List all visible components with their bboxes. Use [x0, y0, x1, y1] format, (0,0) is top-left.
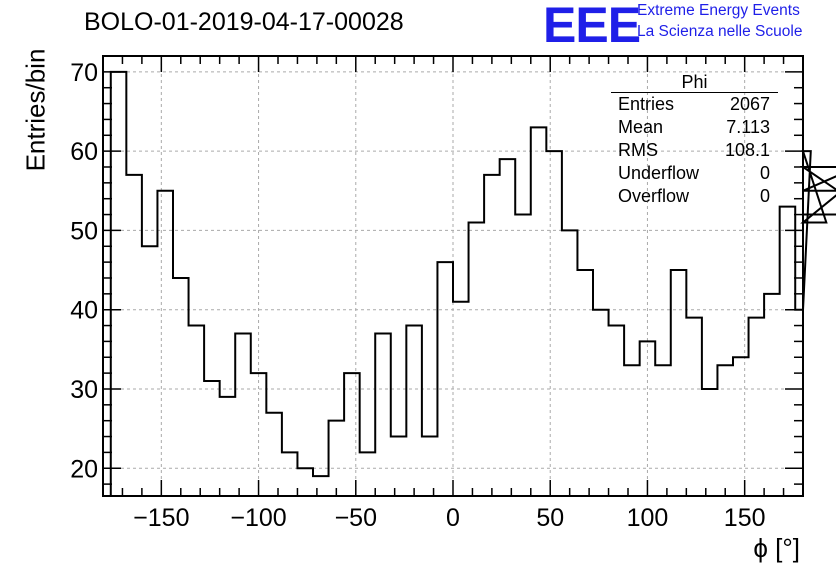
x-tick-label: 50 — [536, 504, 564, 532]
stats-value: 7.113 — [726, 117, 770, 137]
y-tick-label: 60 — [70, 138, 98, 166]
x-tick-label: −150 — [133, 504, 189, 532]
stats-value: 0 — [759, 163, 770, 183]
y-tick-label: 20 — [70, 455, 98, 483]
stats-key: Underflow — [618, 163, 700, 183]
y-tick-label: 40 — [70, 297, 98, 325]
y-tick-label: 70 — [70, 59, 98, 87]
stats-row-overflow: Overflow 0 — [611, 185, 778, 208]
y-tick-label: 50 — [70, 217, 98, 245]
stats-value: 108.1 — [724, 140, 770, 160]
stats-row-underflow: Underflow 0 — [611, 162, 778, 185]
chart-title: BOLO-01-2019-04-17-00028 — [84, 8, 404, 36]
logo-line-1: Extreme Energy Events — [637, 2, 800, 19]
x-tick-label: −100 — [230, 504, 286, 532]
stats-key: Overflow — [618, 186, 690, 206]
y-axis-label: Entries/bin — [20, 48, 51, 172]
histogram-series-line — [109, 70, 836, 496]
logo-line-2: La Scienza nelle Scuole — [637, 23, 803, 40]
x-tick-label: 100 — [627, 504, 669, 532]
x-tick-label: 0 — [446, 504, 460, 532]
x-tick-label: −50 — [335, 504, 377, 532]
stats-row-rms: RMS 108.1 — [611, 139, 778, 162]
stats-key: Mean — [618, 117, 664, 137]
stats-row-mean: Mean 7.113 — [611, 116, 778, 139]
stats-row-entries: Entries 2067 — [611, 93, 778, 116]
x-axis-label: ϕ [°] — [753, 533, 800, 563]
stats-key: Entries — [618, 94, 675, 114]
eee-logo: EEE — [543, 0, 641, 53]
stats-value: 0 — [759, 186, 770, 206]
stats-box-title: Phi — [611, 72, 778, 93]
y-tick-label: 30 — [70, 376, 98, 404]
stats-value: 2067 — [729, 94, 770, 114]
stats-box: Phi Entries 2067 Mean 7.113 RMS 108.1 Un… — [611, 72, 778, 208]
stats-key: RMS — [618, 140, 658, 160]
x-tick-label: 150 — [724, 504, 766, 532]
